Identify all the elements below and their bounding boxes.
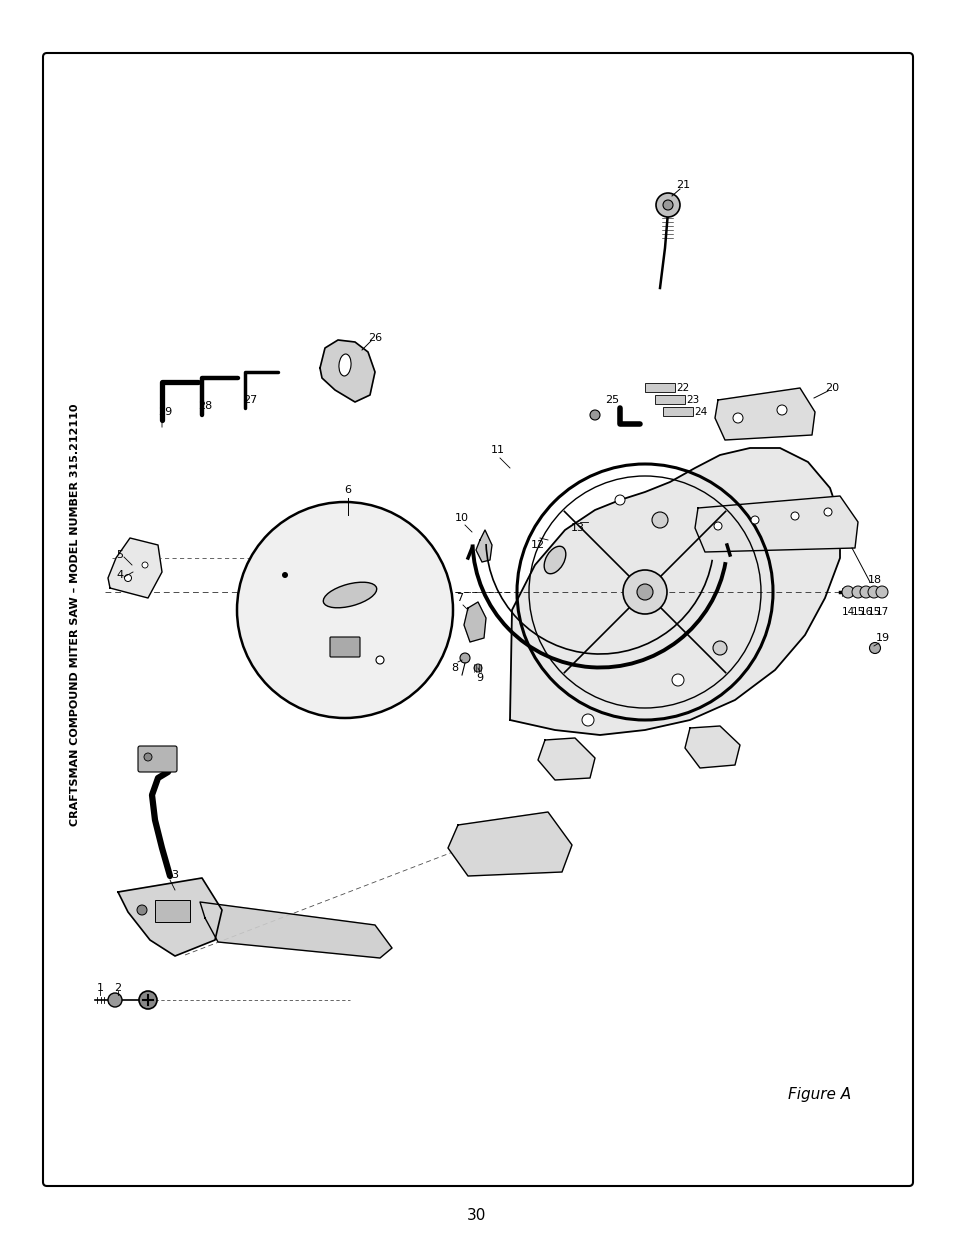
Circle shape [125,575,132,581]
Text: 8: 8 [451,663,458,673]
Polygon shape [537,738,595,781]
Text: 30: 30 [467,1208,486,1223]
Polygon shape [319,339,375,401]
Text: 20: 20 [824,383,839,393]
Text: 29: 29 [157,406,172,418]
Text: 17: 17 [875,607,887,617]
Circle shape [776,405,786,415]
Polygon shape [476,530,492,563]
Circle shape [581,714,594,726]
Circle shape [137,904,147,914]
Text: CRAFTSMAN COMPOUND MITER SAW – MODEL NUMBER 315.212110: CRAFTSMAN COMPOUND MITER SAW – MODEL NUM… [70,404,80,826]
Text: 24: 24 [694,406,707,418]
Circle shape [108,992,122,1007]
Circle shape [859,586,871,598]
Text: 6: 6 [344,484,351,496]
Text: Figure A: Figure A [787,1088,851,1103]
Circle shape [142,563,148,567]
Text: 15: 15 [850,607,863,617]
Circle shape [589,410,599,420]
Ellipse shape [543,546,565,574]
Circle shape [823,508,831,515]
Circle shape [712,641,726,655]
Circle shape [875,586,887,598]
Circle shape [851,586,863,598]
Text: 21: 21 [676,180,689,190]
Text: 23: 23 [685,395,699,405]
Ellipse shape [323,582,376,608]
Circle shape [868,643,880,653]
Polygon shape [200,902,392,958]
Circle shape [750,515,759,524]
Polygon shape [510,449,840,735]
Text: 9: 9 [476,673,483,683]
Text: 11: 11 [491,445,504,455]
Polygon shape [695,496,857,553]
Text: 15: 15 [866,607,880,617]
Text: 28: 28 [197,401,212,411]
Text: 25: 25 [604,395,618,405]
Polygon shape [463,602,485,642]
Text: 12: 12 [531,540,544,550]
Circle shape [662,199,672,209]
Text: 2: 2 [114,983,121,992]
Circle shape [236,502,453,717]
FancyBboxPatch shape [43,53,912,1186]
Circle shape [144,753,152,761]
Bar [154,900,190,922]
Circle shape [474,664,481,672]
Circle shape [459,653,470,663]
Circle shape [732,413,742,422]
Text: 26: 26 [368,333,381,343]
Circle shape [793,502,805,514]
FancyBboxPatch shape [138,746,177,772]
Circle shape [622,570,666,615]
Circle shape [139,991,157,1009]
Polygon shape [118,878,222,957]
Circle shape [841,586,853,598]
Text: 10: 10 [455,513,469,523]
Circle shape [656,193,679,217]
Circle shape [651,512,667,528]
Bar [655,395,684,404]
Text: 7: 7 [456,593,463,603]
Text: 27: 27 [243,395,257,405]
FancyBboxPatch shape [330,637,359,657]
Text: 22: 22 [676,383,689,393]
Bar [644,383,675,392]
Polygon shape [108,538,162,598]
Bar [662,406,692,416]
Circle shape [790,512,799,520]
Text: 4: 4 [116,570,124,580]
Circle shape [713,522,721,530]
Circle shape [375,655,384,664]
Text: 13: 13 [571,523,584,533]
Text: 3: 3 [172,870,178,880]
Circle shape [671,674,683,686]
Polygon shape [714,388,814,440]
Text: 19: 19 [875,633,889,643]
Text: 18: 18 [867,575,882,585]
Text: 1: 1 [96,983,103,992]
Ellipse shape [338,354,351,375]
Polygon shape [684,726,740,768]
Text: 16: 16 [859,607,872,617]
Circle shape [615,496,624,506]
Circle shape [282,572,288,579]
Polygon shape [448,812,572,876]
Text: 14: 14 [841,607,854,617]
Text: 5: 5 [116,550,123,560]
Circle shape [867,586,879,598]
Circle shape [637,584,652,600]
